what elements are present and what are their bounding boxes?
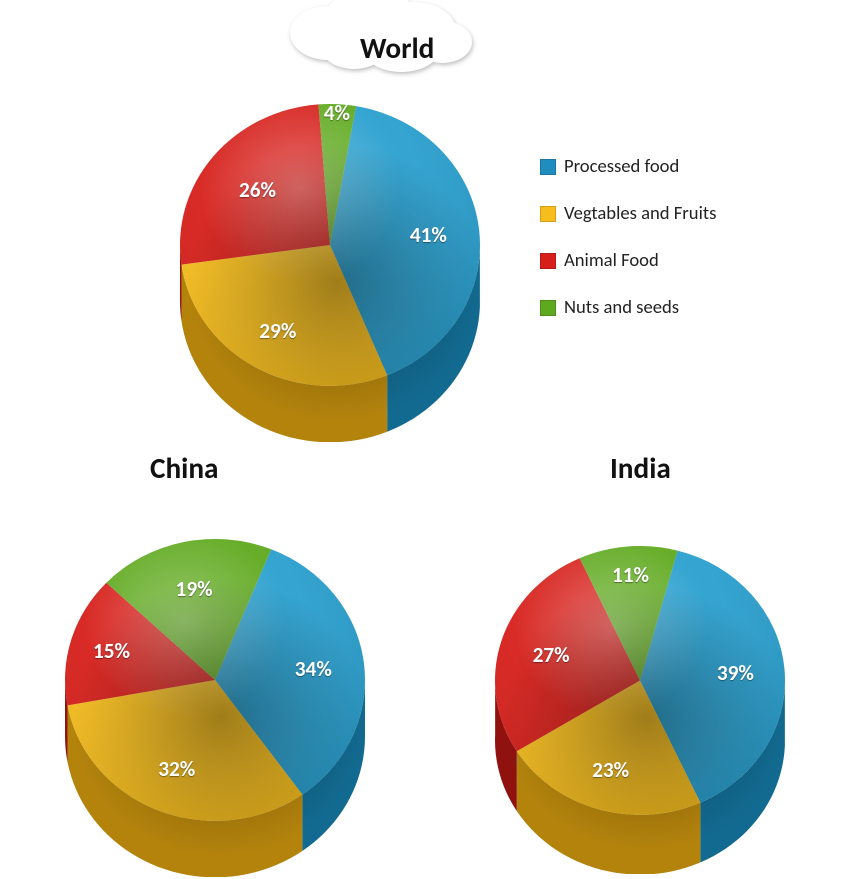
pie-slice-label: 23% [592, 757, 629, 783]
legend-swatch [540, 253, 556, 269]
pie-slice-label: 27% [533, 642, 570, 668]
pie-shadow [186, 141, 486, 423]
chart-title-china: China [150, 450, 219, 486]
legend-item: Animal Food [540, 249, 716, 272]
legend-item: Nuts and seeds [540, 296, 716, 319]
legend-item: Vegtables and Fruits [540, 202, 716, 225]
legend-label: Vegtables and Fruits [564, 202, 716, 225]
chart-title-world: World [360, 30, 434, 66]
pie-slice-label: 11% [612, 562, 649, 588]
pie-slice-label: 15% [93, 638, 130, 664]
pie-slice-label: 29% [259, 318, 296, 344]
legend-swatch [540, 206, 556, 222]
pie-slice-label: 19% [176, 576, 213, 602]
pie-slice-label: 32% [158, 756, 195, 782]
pie-chart-india: 39% 23% 27% 11% [495, 546, 785, 875]
legend-label: Animal Food [564, 249, 659, 272]
pie-shadow [501, 583, 791, 852]
pie-slice-label: 4% [324, 100, 350, 126]
pie-slice-label: 39% [717, 660, 754, 686]
legend-label: Processed food [564, 155, 679, 178]
legend-item: Processed food [540, 155, 716, 178]
pie-chart-world: 41%29%26%4% [180, 104, 480, 442]
legend-swatch [540, 159, 556, 175]
legend: Processed food Vegtables and Fruits Animal… [540, 155, 716, 343]
legend-label: Nuts and seeds [564, 296, 679, 319]
pie-shadow [71, 576, 371, 858]
pie-slice-label: 41% [410, 222, 447, 248]
pie-slice-label: 26% [239, 177, 276, 203]
pie-chart-china: 34% 32% 15% 19% [65, 539, 365, 877]
chart-title-india: India [610, 450, 671, 486]
pie-slice-label: 34% [295, 656, 332, 682]
legend-swatch [540, 300, 556, 316]
